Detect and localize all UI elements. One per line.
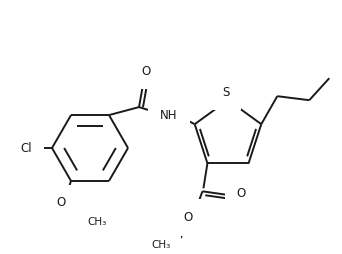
Text: S: S bbox=[222, 86, 230, 99]
Text: O: O bbox=[184, 211, 193, 224]
Text: Cl: Cl bbox=[21, 141, 32, 154]
Text: O: O bbox=[56, 196, 66, 209]
Text: CH₃: CH₃ bbox=[87, 217, 106, 227]
Text: O: O bbox=[141, 65, 150, 77]
Text: NH: NH bbox=[160, 109, 178, 122]
Text: CH₃: CH₃ bbox=[151, 240, 170, 250]
Text: O: O bbox=[236, 187, 246, 200]
